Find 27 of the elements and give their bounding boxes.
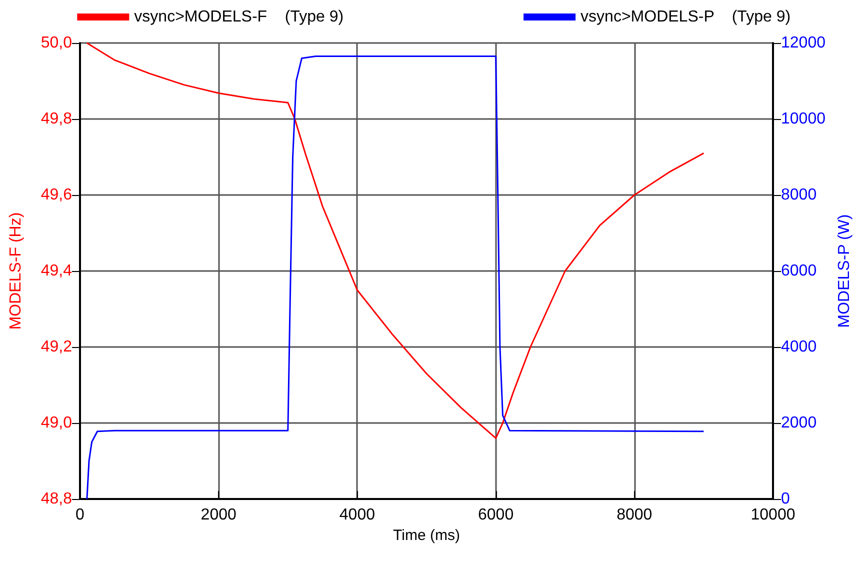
legend-label: vsync>MODELS-P (Type 9) [580,8,791,26]
y-tick-label: 49,8 [40,110,72,128]
y2-tick-label: 12000 [781,34,826,52]
y-tick-label: 50,0 [40,34,72,52]
y2-tick-label: 10000 [781,110,826,128]
legend-label: vsync>MODELS-F (Type 9) [134,8,344,26]
y-tick-label: 48,8 [40,490,72,508]
x-tick-label: 2000 [200,506,236,524]
y-tick-label: 49,4 [40,262,72,280]
x-tick-label: 4000 [339,506,376,524]
x-tick-label: 6000 [478,506,514,524]
y2-tick-label: 2000 [781,414,817,432]
y-tick-label: 49,6 [40,186,72,204]
y-axis-title: MODELS-F (Hz) [8,212,24,330]
x-tick-label: 0 [76,506,85,524]
y2-axis-title: MODELS-P (W) [836,214,853,328]
x-tick-label: 8000 [616,506,652,524]
line-series [86,42,704,439]
y2-tick-label: 6000 [781,262,817,280]
y2-tick-label: 8000 [781,186,817,204]
y-tick-label: 49,2 [40,338,72,356]
y2-tick-label: 0 [781,490,790,508]
x-tick-label: 10000 [750,506,796,524]
line-series [86,56,704,500]
x-axis-title: Time (ms) [393,526,460,544]
y2-tick-label: 4000 [781,338,817,356]
y-tick-label: 49,0 [40,414,72,432]
